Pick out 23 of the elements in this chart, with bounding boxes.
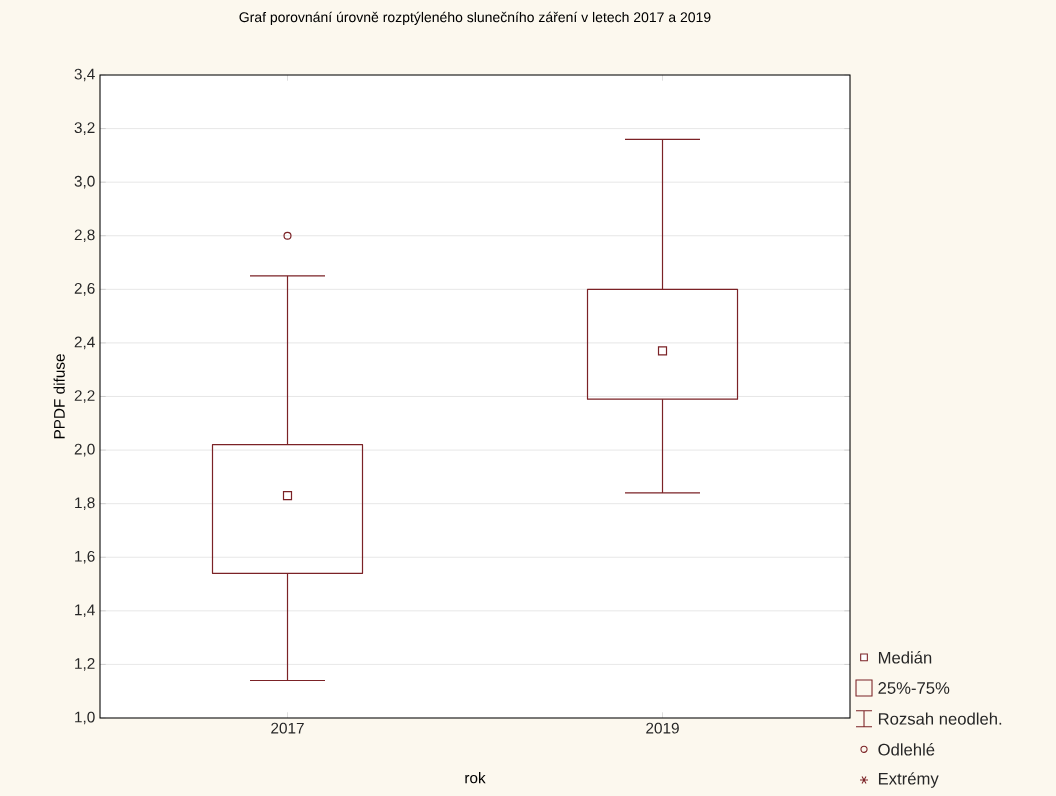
- text: Extrémy: [878, 772, 939, 788]
- text: 25%-75%: [878, 682, 950, 694]
- x-tick-label: 2019: [646, 722, 679, 734]
- y-axis-title: PPDF difuse: [53, 354, 65, 439]
- y-tick-label: 1,4: [75, 604, 95, 618]
- x-tick-label: 2017: [271, 722, 304, 734]
- text: Rozsah neodleh.: [878, 712, 1002, 725]
- y-tick-label: 1,0: [75, 711, 95, 725]
- chart-title: Graf porovnání úrovně rozptýleného slunečního záření v letech 2017 a 2019: [239, 11, 711, 25]
- y-tick-label: 3,2: [74, 122, 95, 135]
- text: Medián: [878, 651, 932, 664]
- y-tick-label: 2,0: [74, 443, 95, 457]
- x-axis-title: rok: [465, 772, 486, 784]
- y-tick-label: 1,2: [75, 658, 95, 671]
- text: Odlehlé: [878, 743, 935, 756]
- y-tick-label: 2,4: [74, 336, 95, 350]
- y-tick-label: 3,0: [74, 175, 95, 189]
- y-tick-label: 1,6: [75, 550, 95, 564]
- y-tick-label: 2,6: [74, 282, 95, 296]
- y-tick-label: 1,8: [75, 497, 95, 510]
- y-tick-label: 2,2: [74, 390, 95, 403]
- y-tick-label: 2,8: [74, 229, 95, 243]
- y-tick-label: 3,4: [74, 68, 95, 82]
